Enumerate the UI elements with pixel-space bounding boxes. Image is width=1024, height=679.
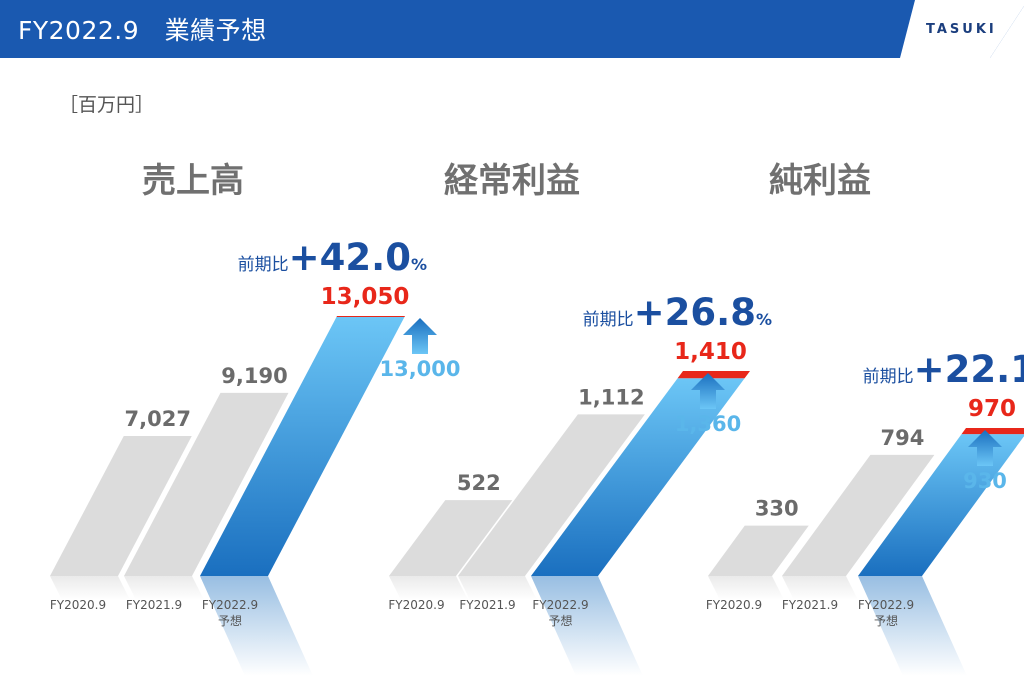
category-label: FY2022.9 bbox=[532, 598, 588, 612]
category-sublabel: 予想 bbox=[874, 613, 898, 628]
bar-reflection bbox=[858, 576, 967, 676]
bar bbox=[458, 414, 645, 576]
yoy-unit: % bbox=[411, 255, 427, 274]
bar bbox=[708, 525, 809, 576]
chart-title: 経常利益 bbox=[444, 161, 580, 201]
previous-forecast-label: 1,360 bbox=[675, 412, 741, 436]
yoy-unit: % bbox=[756, 310, 772, 329]
category-label: FY2021.9 bbox=[126, 598, 182, 612]
yoy-growth: 前期比+42.0% bbox=[238, 236, 427, 279]
up-arrow-icon bbox=[968, 430, 1002, 466]
category-label: FY2021.9 bbox=[459, 598, 515, 612]
chart-panel-3: 純利益 330 FY2020.9 794 FY2021.9 970 930 前期比+22.1%… bbox=[706, 161, 1024, 676]
bar bbox=[124, 392, 289, 576]
yoy-prefix: 前期比 bbox=[238, 255, 289, 275]
bar-reflection bbox=[124, 576, 204, 600]
yoy-prefix: 前期比 bbox=[583, 310, 634, 330]
forecast-value-label: 1,410 bbox=[674, 339, 747, 365]
bar-reflection bbox=[782, 576, 858, 600]
bar bbox=[389, 500, 513, 576]
category-label: FY2021.9 bbox=[782, 598, 838, 612]
yoy-growth: 前期比+26.8% bbox=[583, 291, 772, 334]
chart-panel-2: 経常利益 522 FY2020.9 1,112 FY2021.9 1,410 1,360 前期… bbox=[388, 161, 772, 676]
up-arrow-icon bbox=[691, 373, 725, 409]
page-title: FY2022.9 業績予想 bbox=[18, 16, 267, 45]
value-label: 9,190 bbox=[221, 364, 287, 388]
bar bbox=[782, 454, 935, 576]
category-label: FY2020.9 bbox=[388, 598, 444, 612]
value-label: 1,112 bbox=[578, 385, 644, 409]
yoy-value: +42.0 bbox=[289, 236, 411, 279]
forecast-increase-bar bbox=[336, 316, 405, 317]
up-arrow-icon bbox=[403, 318, 437, 354]
value-label: 330 bbox=[755, 497, 799, 521]
bar-reflection bbox=[389, 576, 468, 600]
category-label: FY2020.9 bbox=[50, 598, 106, 612]
value-label: 7,027 bbox=[125, 407, 191, 431]
category-label: FY2022.9 bbox=[202, 598, 258, 612]
header-bar bbox=[0, 0, 1024, 58]
yoy-growth: 前期比+22.1% bbox=[863, 348, 1024, 391]
yoy-value: +22.1 bbox=[914, 348, 1024, 391]
category-label: FY2022.9 bbox=[858, 598, 914, 612]
previous-forecast-label: 13,000 bbox=[379, 357, 460, 381]
bar bbox=[50, 435, 192, 576]
bar-reflection bbox=[708, 576, 784, 600]
forecast-increase-bar bbox=[677, 371, 750, 379]
forecast-bar bbox=[200, 316, 405, 576]
category-sublabel: 予想 bbox=[548, 613, 572, 628]
unit-label: ［百万円］ bbox=[59, 94, 155, 116]
chart-title: 売上高 bbox=[142, 161, 244, 201]
chart-panel-1: 売上高 7,027 FY2020.9 9,190 FY2021.9 13,050 13,00… bbox=[50, 161, 461, 676]
value-label: 522 bbox=[457, 471, 501, 495]
value-label: 794 bbox=[880, 426, 924, 450]
slide-header: FY2022.9 業績予想 TASUKI bbox=[0, 0, 1024, 58]
company-logo: TASUKI bbox=[926, 22, 997, 37]
bar-reflection bbox=[531, 576, 643, 676]
yoy-prefix: 前期比 bbox=[863, 367, 914, 387]
chart-title: 純利益 bbox=[769, 161, 871, 201]
previous-forecast-label: 930 bbox=[963, 469, 1007, 493]
category-sublabel: 予想 bbox=[218, 613, 242, 628]
bar-reflection bbox=[458, 576, 537, 600]
yoy-value: +26.8 bbox=[634, 291, 756, 334]
bar-reflection bbox=[200, 576, 313, 676]
forecast-bar bbox=[858, 434, 1024, 576]
forecast-value-label: 13,050 bbox=[321, 284, 410, 310]
bar-reflection bbox=[50, 576, 130, 600]
forecast-increase-bar bbox=[961, 428, 1024, 435]
forecast-bar bbox=[531, 378, 745, 576]
forecast-value-label: 970 bbox=[968, 396, 1016, 422]
category-label: FY2020.9 bbox=[706, 598, 762, 612]
